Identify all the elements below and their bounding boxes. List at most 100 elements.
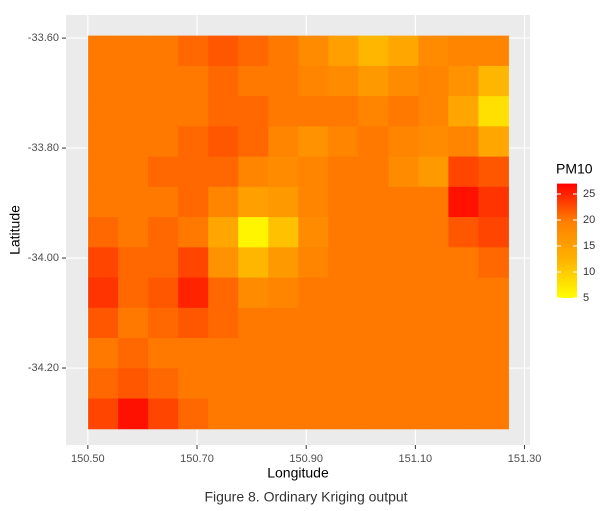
cell — [178, 277, 209, 309]
cell — [358, 307, 389, 339]
cell — [118, 126, 149, 158]
cell — [88, 307, 119, 339]
cell — [88, 277, 119, 309]
cell — [478, 338, 509, 369]
y-tick-label: -34.00 — [28, 252, 59, 264]
cell — [448, 217, 479, 248]
cell — [358, 277, 389, 309]
cell — [418, 65, 449, 97]
cell — [148, 65, 179, 97]
cell — [178, 126, 209, 158]
cell — [358, 217, 389, 248]
cell — [478, 35, 509, 67]
cell — [238, 156, 269, 188]
cell — [478, 186, 509, 218]
cell — [208, 186, 239, 218]
cell — [418, 126, 449, 158]
cell — [298, 65, 329, 97]
cell — [328, 35, 359, 67]
cell — [448, 35, 479, 67]
cell — [328, 307, 359, 339]
cell — [238, 65, 269, 97]
cell — [118, 65, 149, 97]
y-axis-title: Latitude — [7, 205, 23, 255]
cell — [118, 156, 149, 188]
cell — [238, 307, 269, 339]
cell — [148, 338, 179, 369]
cell — [208, 307, 239, 339]
cell — [268, 35, 299, 67]
cell — [238, 338, 269, 369]
cell — [478, 247, 509, 279]
legend-title: PM10 — [556, 161, 593, 177]
cell — [118, 307, 149, 339]
cell — [448, 277, 479, 309]
colorbar-tick-label: 20 — [583, 214, 595, 226]
cell — [478, 217, 509, 248]
cell — [178, 65, 209, 97]
colorbar-tick-label: 25 — [583, 188, 595, 200]
x-tick-label: 150.70 — [180, 453, 214, 465]
cell — [148, 217, 179, 248]
cell — [388, 368, 419, 400]
cell — [418, 398, 449, 430]
cell — [328, 96, 359, 127]
cell — [208, 368, 239, 400]
cell — [118, 35, 149, 67]
cell — [298, 247, 329, 279]
cell — [298, 126, 329, 158]
cell — [418, 338, 449, 369]
cell — [88, 217, 119, 248]
cell — [178, 35, 209, 67]
cell — [418, 186, 449, 218]
cell — [208, 65, 239, 97]
cell — [268, 247, 299, 279]
cell — [208, 277, 239, 309]
cell — [208, 96, 239, 127]
cell — [358, 156, 389, 188]
cell — [388, 65, 419, 97]
cell — [358, 368, 389, 400]
cell — [478, 368, 509, 400]
cell — [238, 277, 269, 309]
cell — [208, 156, 239, 188]
cell — [388, 156, 419, 188]
cell — [268, 156, 299, 188]
cell — [298, 368, 329, 400]
cell — [238, 398, 269, 430]
cell — [148, 156, 179, 188]
cell — [88, 156, 119, 188]
cell — [178, 247, 209, 279]
cell — [118, 186, 149, 218]
cell — [478, 65, 509, 97]
cell — [268, 398, 299, 430]
cell — [478, 156, 509, 188]
cell — [388, 126, 419, 158]
cell — [208, 247, 239, 279]
cell — [388, 247, 419, 279]
cell — [148, 96, 179, 127]
cell — [448, 65, 479, 97]
cell — [208, 126, 239, 158]
cell — [298, 217, 329, 248]
x-tick-label: 150.90 — [289, 453, 323, 465]
cell — [298, 277, 329, 309]
colorbar-tick-label: 15 — [583, 240, 595, 252]
cell — [418, 368, 449, 400]
cell — [268, 338, 299, 369]
cell — [358, 126, 389, 158]
x-axis-title: Longitude — [267, 465, 329, 481]
cell — [88, 186, 119, 218]
cell — [298, 156, 329, 188]
cell — [478, 96, 509, 127]
cell — [418, 96, 449, 127]
cell — [328, 277, 359, 309]
cell — [448, 247, 479, 279]
cell — [88, 35, 119, 67]
cell — [178, 217, 209, 248]
cell — [148, 247, 179, 279]
cell — [448, 368, 479, 400]
cell — [178, 338, 209, 369]
cell — [448, 307, 479, 339]
cell — [388, 96, 419, 127]
